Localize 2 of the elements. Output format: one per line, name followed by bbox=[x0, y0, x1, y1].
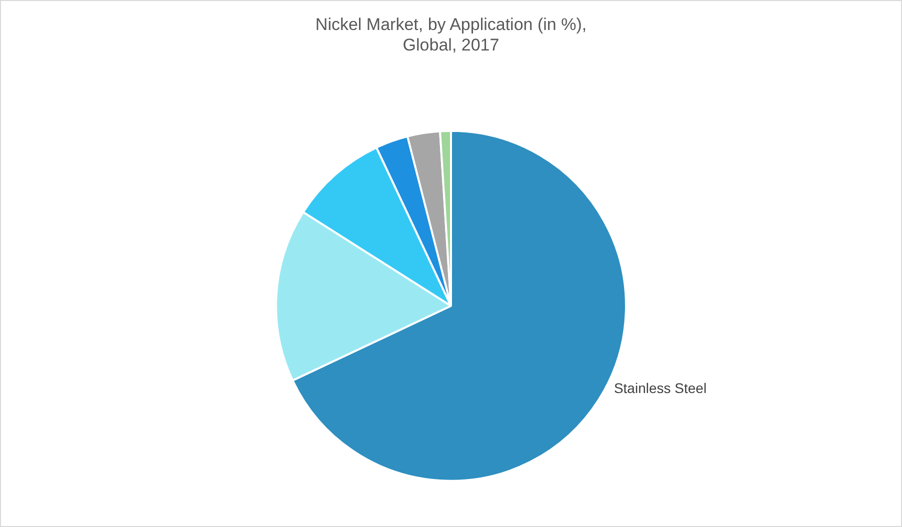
slice-label: Stainless Steel bbox=[614, 380, 707, 396]
chart-title: Nickel Market, by Application (in %), Global, 2017 bbox=[315, 14, 587, 54]
